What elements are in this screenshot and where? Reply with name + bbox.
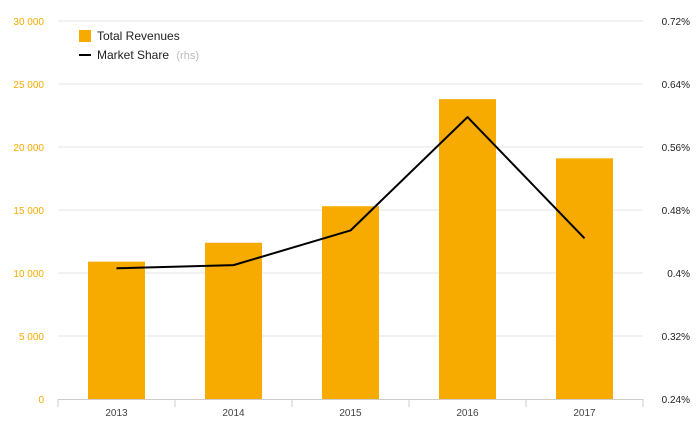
bars (88, 99, 613, 400)
y-right-tick-label: 0.64% (662, 80, 690, 91)
x-tick-label-2017: 2017 (573, 408, 596, 419)
market-share-line-group (116, 116, 586, 270)
x-tick-label-2014: 2014 (222, 408, 245, 419)
x-tick-label-2013: 2013 (105, 408, 128, 419)
legend-label-market-share-text: Market Share (97, 48, 169, 62)
axes: 0 5 000 10 000 15 000 20 000 25 000 30 000 0.24… (13, 17, 690, 419)
bar-total-revenues-2013 (88, 261, 145, 399)
legend: Total Revenues Market Share (rhs) (79, 29, 199, 62)
y-right-tick-label: 0.48% (662, 206, 690, 217)
x-tick-label-2015: 2015 (339, 408, 362, 419)
bar-total-revenues-2015 (322, 206, 379, 399)
y-left-tick-label: 20 000 (13, 143, 44, 154)
bar-total-revenues-2014 (205, 242, 262, 399)
market-share-line (116, 116, 586, 270)
y-left-tick-label: 15 000 (13, 206, 44, 217)
legend-label-market-share-suffix: (rhs) (176, 50, 199, 62)
x-tick-label-2016: 2016 (456, 408, 479, 419)
y-right-tick-label: 0.24% (662, 395, 690, 406)
legend-swatch-total-revenues (79, 30, 91, 42)
y-left-tick-label: 5 000 (19, 332, 44, 343)
y-right-tick-label: 0.32% (662, 332, 690, 343)
legend-label-market-share: Market Share (rhs) (97, 48, 199, 62)
y-left-tick-label: 30 000 (13, 17, 44, 28)
bar-total-revenues-2017 (556, 158, 613, 399)
y-left-tick-label: 0 (38, 395, 44, 406)
y-left-tick-label: 10 000 (13, 269, 44, 280)
y-left-tick-label: 25 000 (13, 80, 44, 91)
y-right-tick-label: 0.72% (662, 17, 690, 28)
legend-label-total-revenues: Total Revenues (97, 29, 180, 43)
y-right-tick-label: 0.56% (662, 143, 690, 154)
bar-total-revenues-2016 (439, 99, 496, 400)
y-right-tick-label: 0.4% (667, 269, 690, 280)
